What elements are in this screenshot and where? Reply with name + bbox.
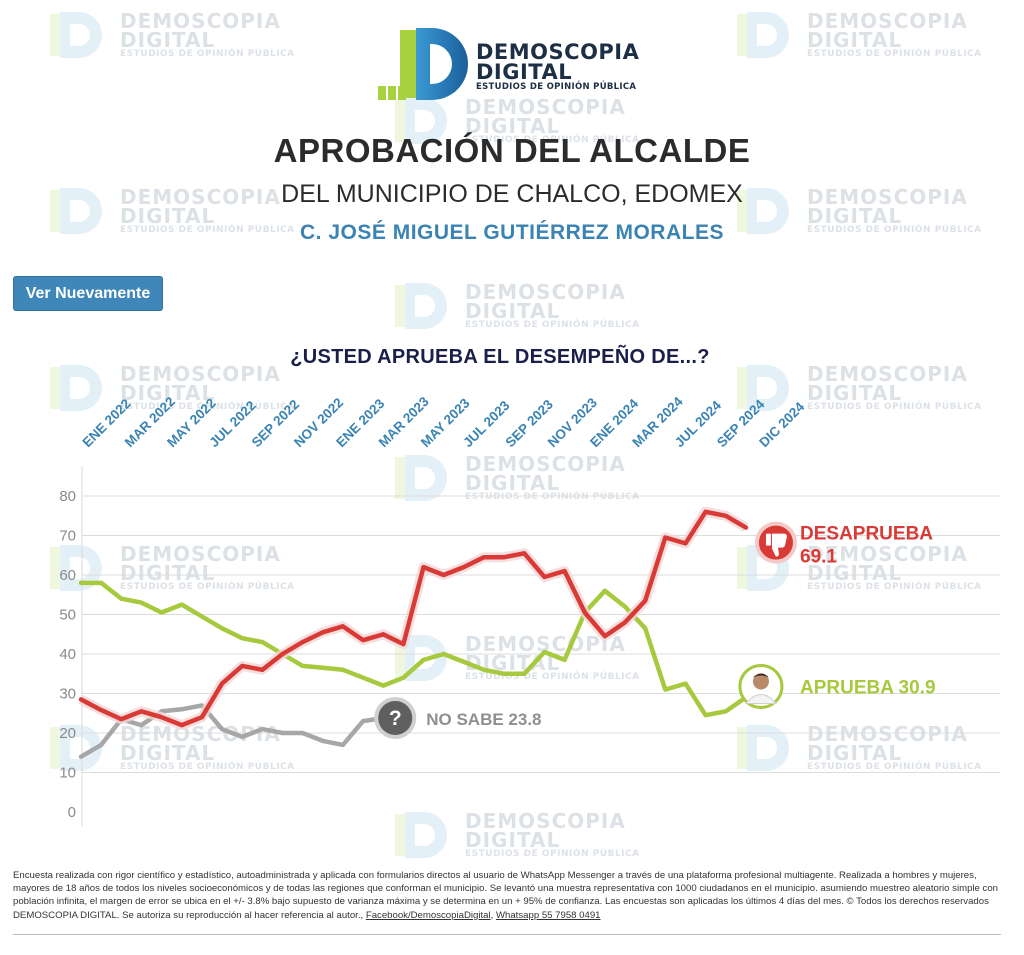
- facebook-link[interactable]: Facebook/DemoscopiaDigital: [365, 909, 491, 921]
- mayor-name: C. JOSÉ MIGUEL GUTIÉRREZ MORALES: [300, 221, 724, 244]
- logo-bricks-icon: [378, 86, 406, 100]
- chart-series: [78, 506, 749, 759]
- footer-divider: [13, 934, 1001, 935]
- question-icon: ?: [374, 696, 417, 739]
- demoscopia-logo: DEMOSCOPIA DIGITAL ESTUDIOS DE OPINIÓN P…: [378, 28, 639, 100]
- logo-line1: DEMOSCOPIA: [476, 40, 640, 64]
- logo-tagline: ESTUDIOS DE OPINIÓN PÚBLICA: [476, 82, 637, 92]
- page-subtitle: DEL MUNICIPIO DE CHALCO, EDOMEX: [281, 180, 743, 208]
- logo-line2: DIGITAL: [476, 60, 573, 84]
- series-line-desaprueba: [78, 509, 749, 728]
- aprueba-end-label: APRUEBA 30.9: [800, 677, 936, 698]
- whatsapp-link[interactable]: Whatsapp 55 7958 0491: [495, 909, 601, 921]
- methodology-note: Encuesta realizada con rigor científico …: [13, 870, 998, 921]
- candidate-photo-icon: [738, 663, 784, 709]
- y-tick-label: 80: [59, 488, 76, 505]
- y-tick-label: 10: [59, 765, 76, 782]
- replay-button[interactable]: Ver Nuevamente: [13, 276, 163, 311]
- thumbs-down-icon: [754, 521, 797, 564]
- y-tick-label: 50: [59, 607, 76, 624]
- no-sabe-end-label: NO SABE 23.8: [426, 710, 541, 729]
- desaprueba-end-value: 69.1: [800, 547, 837, 568]
- y-tick-label: 70: [59, 528, 76, 545]
- y-tick-label: 30: [59, 686, 76, 703]
- logo-wordmark: DEMOSCOPIA DIGITAL ESTUDIOS DE OPINIÓN P…: [476, 42, 639, 93]
- page-title: APROBACIÓN DEL ALCALDE: [273, 132, 751, 169]
- logo-d-icon: [398, 28, 468, 100]
- y-tick-label: 40: [59, 646, 76, 663]
- y-tick-label: 0: [68, 804, 76, 821]
- chart-title: ¿USTED APRUEBA EL DESEMPEÑO DE...?: [290, 346, 710, 368]
- y-tick-label: 60: [59, 567, 76, 584]
- watermark-logo: DEMOSCOPIA DIGITAL ESTUDIOS DE OPINIÓN PÚB…: [50, 11, 295, 59]
- y-tick-label: 20: [59, 725, 76, 742]
- desaprueba-end-label: DESAPRUEBA: [800, 524, 933, 545]
- methodology-text: Encuesta realizada con rigor científico …: [13, 870, 998, 921]
- chart-grid: [81, 466, 1000, 826]
- watermark-logo: DEMOSCOPIA DIGITAL ESTUDIOS DE OPINIÓN PÚB…: [737, 11, 982, 59]
- y-axis-labels: 0 10 20 30 40 50 60 70 80: [59, 488, 76, 821]
- svg-text:?: ?: [389, 707, 402, 730]
- series-line-no-sabe: [78, 703, 386, 759]
- watermark-logo: DEMOSCOPIA DIGITAL ESTUDIOS DE OPINIÓN PÚB…: [395, 282, 640, 330]
